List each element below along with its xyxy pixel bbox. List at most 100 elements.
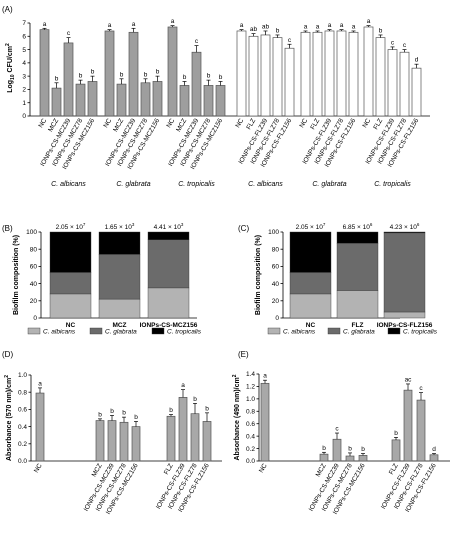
- panel-a-category-label: FLZ: [309, 117, 321, 131]
- panel-b-y-axis-title: Biofilm composition (%): [13, 235, 20, 315]
- panel-d-ytick-label: 0.4: [18, 424, 27, 431]
- panel-a-category-label: NC: [298, 117, 309, 129]
- panel-a-bar: [363, 26, 374, 117]
- panel-a-bar: [272, 37, 283, 117]
- panel-a-ytick-label: 7: [22, 20, 26, 27]
- panel-e-significance-letter: ac: [405, 376, 413, 383]
- panel-b-total-label: 2.05 × 107: [56, 222, 86, 231]
- panel-e-ytick-label: 1.2: [246, 384, 255, 391]
- panel-c-stack-segment: [383, 311, 426, 319]
- panel-e-significance-letter: b: [361, 446, 365, 453]
- panel-a-species-label: C. tropicalis: [374, 181, 411, 188]
- panel-c-ytick-label: 40: [272, 281, 280, 288]
- panel-b-total-exp: 3: [132, 222, 135, 227]
- panel-a-bar: [51, 87, 62, 117]
- panel-c-legend-swatch: [267, 327, 281, 335]
- panel-a-significance-letter: ab: [262, 23, 270, 30]
- panel-a-significance-letter: a: [316, 23, 320, 30]
- panel-a-bar: [236, 30, 247, 117]
- panel-a-bar: [215, 85, 226, 117]
- panel-e-significance-letter: b: [394, 430, 398, 437]
- panel-e-bar: [319, 453, 329, 462]
- panel-d-significance-letter: b: [193, 396, 197, 403]
- panel-c-stack-segment: [383, 231, 426, 234]
- panel-a-species-label: C. glabrata: [116, 181, 150, 188]
- panel-a-significance-letter: a: [108, 22, 112, 29]
- panel-c-total-exp: 7: [323, 222, 326, 227]
- panel-a-ytick-label: 4: [22, 60, 26, 67]
- panel-a-bar: [399, 51, 410, 117]
- panel-c-total-base: 6.85 × 10: [343, 224, 371, 231]
- panel-b-total-exp: 3: [181, 222, 184, 227]
- panel-b-stack-segment: [98, 231, 141, 255]
- panel-d-significance-letter: a: [38, 380, 42, 387]
- panel-d-ytick-label: 0.2: [18, 441, 27, 448]
- panel-a-category-label: FLZ: [245, 117, 257, 131]
- panel-a-significance-letter: a: [132, 21, 136, 28]
- panel-e-ytick-label: 0.2: [246, 446, 255, 453]
- panel-a-significance-letter: b: [79, 73, 83, 80]
- panel-a-species-label: C. albicans: [51, 181, 86, 188]
- panel-b-ytick-label: 40: [30, 281, 38, 288]
- panel-a-bar: [179, 85, 190, 117]
- panel-b-legend-swatch: [27, 327, 41, 335]
- panel-c-stack-segment: [336, 290, 379, 319]
- panel-d-significance-letter: b: [205, 405, 209, 412]
- panel-e-bar: [332, 438, 342, 462]
- panel-b-total-base: 1.65 × 10: [105, 224, 133, 231]
- panel-a-significance-letter: a: [304, 23, 308, 30]
- panel-d-bar: [190, 413, 200, 462]
- panel-a-significance-letter: b: [379, 27, 383, 34]
- panel-d-bar: [131, 426, 141, 462]
- panel-e-y-axis-title: Absorbance (490 nm)/cm2: [232, 374, 241, 460]
- panel-a-category-label: NC: [165, 117, 176, 129]
- panel-a-significance-letter: b: [120, 71, 124, 78]
- panel-e-label: (E): [238, 350, 249, 359]
- panel-a-bar: [284, 47, 295, 117]
- panel-a-significance-letter: b: [183, 74, 187, 81]
- panel-a-bar: [411, 67, 422, 117]
- panel-a-significance-letter: b: [276, 27, 280, 34]
- panel-c-legend-label: C. tropicalis: [403, 329, 438, 336]
- panel-a-ytick-label: 2: [22, 87, 26, 94]
- panel-c-category-label: IONPs-CS-FLZ156: [377, 322, 433, 329]
- panel-a-ytick-label: 5: [22, 47, 26, 54]
- panel-a-significance-letter: ab: [250, 26, 258, 33]
- panel-e-ytick-label: 0.8: [246, 408, 255, 415]
- panel-e-ytick-label: 0.4: [246, 433, 255, 440]
- panel-c-ytick-label: 20: [272, 298, 280, 305]
- panel-c-stack-segment: [289, 293, 332, 319]
- panel-a-significance-letter: c: [403, 42, 407, 49]
- panel-a-bar: [375, 37, 386, 117]
- panel-a-significance-letter: c: [67, 30, 71, 37]
- panel-e-significance-letter: b: [348, 445, 352, 452]
- panel-e-y-axis-title-main: Absorbance (490 nm)/cm: [234, 377, 241, 460]
- panel-a-bar: [312, 31, 323, 117]
- panel-b-category-label: NC: [66, 322, 76, 329]
- panel-a-significance-letter: a: [43, 21, 47, 28]
- panel-c-ytick-label: 100: [268, 229, 279, 236]
- panel-e-bar: [403, 389, 413, 462]
- panel-d-ytick-label: 0.6: [18, 407, 27, 414]
- panel-d-y-axis-title-main: Absorbance (570 nm)/cm: [6, 378, 13, 461]
- panel-e-ytick-label: 0.0: [246, 458, 255, 465]
- panel-a-category-label: NC: [361, 117, 372, 129]
- panel-b-ytick-label: 100: [26, 229, 37, 236]
- panel-b-ytick-label: 80: [30, 246, 38, 253]
- panel-c-ytick-label: 0: [275, 315, 279, 322]
- panel-a-bar: [152, 81, 163, 117]
- panel-b-total-base: 4.41 × 10: [154, 224, 182, 231]
- panel-a-y-axis-title: Log10 CFU/cm2: [5, 43, 16, 93]
- panel-d-significance-letter: b: [110, 408, 114, 415]
- panel-a-label: (A): [2, 5, 13, 14]
- panel-a-bar: [104, 30, 115, 117]
- panel-c-label: (C): [238, 224, 249, 233]
- panel-a-category-label: NC: [102, 117, 113, 129]
- panel-d-ytick-label: 0.0: [18, 458, 27, 465]
- panel-d-label: (D): [2, 350, 13, 359]
- panel-a-bar: [203, 85, 214, 117]
- panel-e-bar: [345, 455, 355, 462]
- panel-e-bar: [416, 399, 426, 462]
- panel-c-ytick-label: 60: [272, 264, 280, 271]
